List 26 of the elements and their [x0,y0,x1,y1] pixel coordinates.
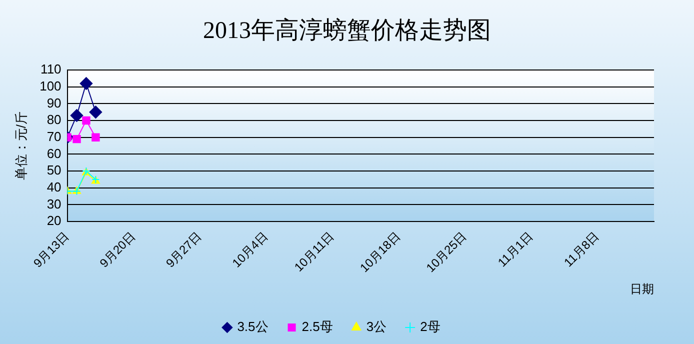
chart-title: 2013年高淳螃蟹价格走势图 [202,16,492,46]
x-tick-label: 10月4日 [229,229,270,270]
y-tick-label: 30 [46,196,62,212]
legend-label: 2.5母 [302,319,333,334]
x-tick-label: 11月8日 [561,229,602,270]
x-axis-title: 日期 [630,282,654,296]
y-tick-label: 70 [46,128,62,144]
y-tick-label: 20 [46,213,62,228]
y-tick-label: 100 [40,78,62,94]
y-tick-label: 110 [40,62,62,77]
y-tick-label: 90 [46,95,62,110]
legend-label: 3公 [366,319,387,334]
x-tick-label: 9月27日 [163,229,204,270]
x-tick-label: 10月25日 [423,229,470,275]
x-tick-label: 10月11日 [292,229,337,274]
x-tick-label: 11月1日 [495,229,536,270]
y-axis-title: 单位：元/斤 [13,111,28,180]
x-tick-label: 9月13日 [30,229,72,270]
x-tick-label: 9月20日 [96,229,138,270]
y-tick-label: 60 [46,146,62,161]
legend-label: 2母 [420,319,440,334]
legend-label: 3.5公 [237,319,268,334]
y-tick-label: 50 [46,162,62,178]
x-tick-label: 10月18日 [357,229,403,275]
y-tick-label: 80 [46,112,62,128]
y-tick-label: 40 [46,179,62,194]
